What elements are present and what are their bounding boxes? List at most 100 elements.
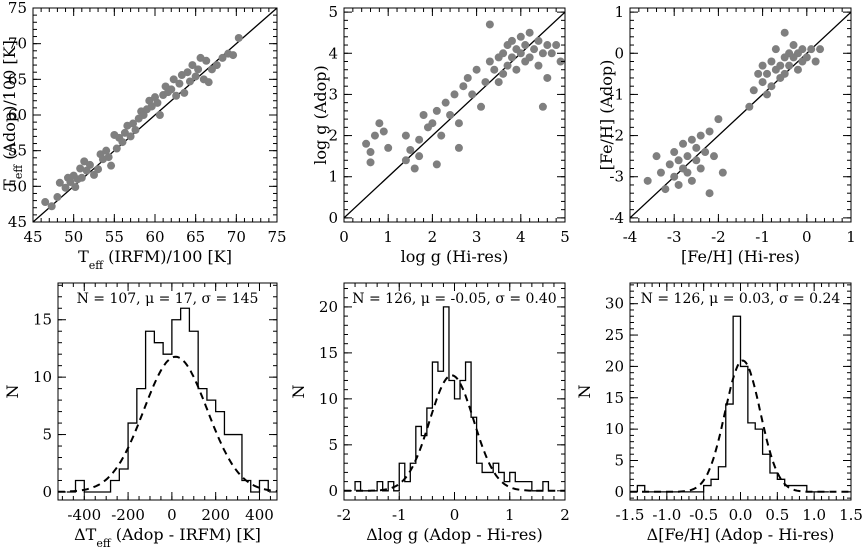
data-point	[384, 143, 393, 152]
x-axis-label: Δ[Fe/H] (Adop - Hi-res)	[647, 525, 835, 544]
histogram-bin	[443, 307, 449, 491]
data-point	[714, 115, 723, 124]
plot-frame	[629, 282, 852, 501]
data-point	[763, 90, 772, 99]
data-point	[229, 51, 238, 60]
data-point	[370, 131, 379, 140]
histogram-bin	[482, 472, 488, 490]
data-point	[218, 53, 227, 62]
x-tick-label: -3	[667, 228, 682, 246]
x-tick-label: 0	[339, 228, 349, 246]
data-point	[472, 65, 481, 74]
data-point	[71, 183, 80, 192]
y-tick-label: 0	[42, 483, 52, 501]
histogram-bin	[421, 436, 427, 491]
data-point	[126, 132, 135, 141]
data-point	[204, 78, 213, 87]
stats-annotation: N = 107, μ = 17, σ = 145	[77, 291, 259, 307]
data-point	[94, 165, 103, 174]
histogram-bin	[733, 316, 740, 492]
plot-area	[344, 306, 565, 492]
x-tick-label: 3	[472, 228, 482, 246]
data-point	[481, 78, 490, 87]
y-tick-label: 3	[328, 85, 338, 103]
data-point	[362, 139, 371, 148]
data-point	[507, 36, 516, 45]
histogram-bin	[718, 467, 725, 492]
x-tick-label: 400	[245, 506, 274, 524]
data-point	[401, 131, 410, 140]
data-point	[643, 176, 652, 185]
histogram-bin	[137, 389, 146, 492]
data-point	[415, 135, 424, 144]
histogram-bin	[172, 320, 181, 492]
data-point	[85, 160, 94, 169]
x-tick-label: 45	[23, 228, 42, 246]
data-point	[180, 88, 189, 97]
gaussian-fit	[344, 374, 565, 492]
plot-area	[630, 315, 851, 493]
data-point	[807, 45, 816, 54]
data-point	[191, 72, 200, 81]
data-point	[212, 61, 221, 70]
data-point	[76, 164, 85, 173]
x-tick-label: 65	[186, 228, 205, 246]
x-tick-label: -200	[111, 506, 145, 524]
data-point	[798, 45, 807, 54]
data-point	[538, 102, 547, 111]
data-point	[129, 119, 138, 128]
y-tick-label: 1	[614, 3, 624, 21]
x-axis-label: Δlog g (Adop - Hi-res)	[366, 525, 543, 544]
data-point	[793, 65, 802, 74]
data-point	[432, 106, 441, 115]
x-tick-label: 2	[428, 228, 438, 246]
y-tick-label: -1	[609, 85, 624, 103]
data-point	[516, 32, 525, 41]
data-point	[454, 119, 463, 128]
histogram-bin	[242, 480, 251, 491]
data-point	[530, 45, 539, 54]
histogram-bin	[399, 463, 405, 491]
data-point	[816, 45, 825, 54]
data-point	[66, 178, 75, 187]
histogram-bin	[216, 412, 225, 492]
histogram-bin	[460, 380, 466, 490]
panel-top-left: 45 50 55 60 65 70 75 45 50 55 60 65 70 75 Teff (IRFM)/…	[0, 0, 287, 272]
x-tick-label: -1	[392, 506, 407, 524]
y-tick-label: 55	[8, 142, 27, 160]
plot-area	[58, 307, 277, 493]
x-tick-label: 50	[64, 228, 83, 246]
data-point	[705, 189, 714, 198]
histogram-bin	[711, 479, 718, 492]
histogram-bin	[146, 331, 155, 492]
data-point	[41, 198, 50, 207]
data-point	[687, 176, 696, 185]
data-point	[468, 90, 477, 99]
histogram-bin	[449, 380, 455, 490]
stats-annotation: N = 126, μ = -0.05, σ = 0.40	[352, 291, 556, 307]
histogram-bin	[488, 472, 494, 490]
x-axis-label: ΔTeff (Adop - IRFM) [K]	[74, 525, 261, 550]
histogram-steps	[66, 307, 269, 493]
data-point	[183, 68, 192, 77]
data-point	[767, 82, 776, 91]
data-point	[785, 61, 794, 70]
data-point	[763, 69, 772, 78]
x-tick-label: 0	[802, 228, 812, 246]
data-point	[379, 127, 388, 136]
data-point	[516, 49, 525, 58]
histogram-bin	[748, 423, 755, 492]
data-point	[507, 53, 516, 62]
histogram-bin	[499, 472, 505, 490]
data-point	[441, 98, 450, 107]
y-tick-label: 5	[42, 426, 52, 444]
x-tick-label: -2	[337, 506, 352, 524]
data-point	[692, 156, 701, 165]
data-point	[153, 98, 162, 107]
y-tick-label: -3	[609, 168, 624, 186]
y-tick-label: 45	[8, 213, 27, 231]
histogram-bin	[128, 423, 137, 492]
data-point	[102, 146, 111, 155]
histogram-bin	[207, 400, 216, 492]
y-tick-label: 4	[328, 44, 338, 62]
